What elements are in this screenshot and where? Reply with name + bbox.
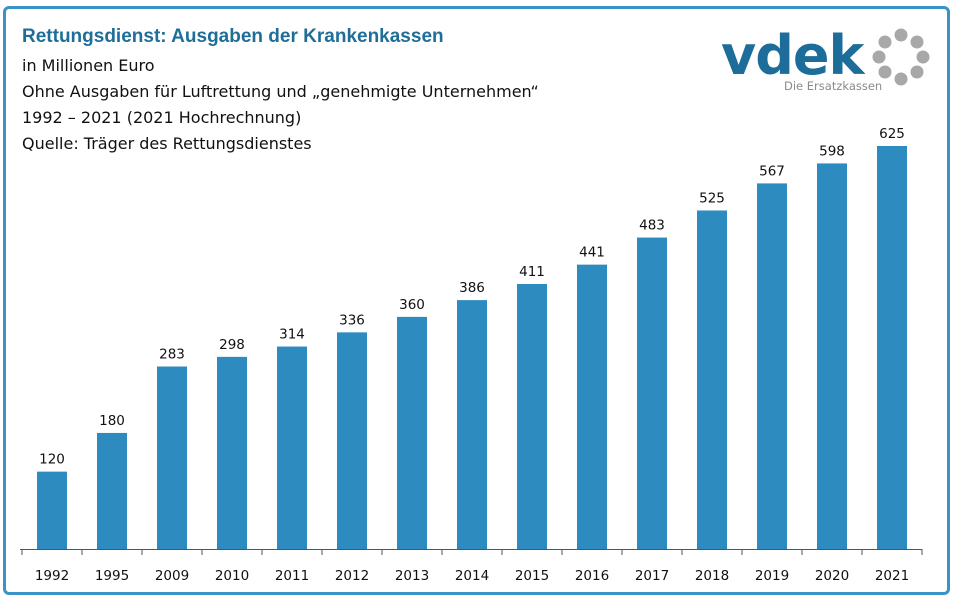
chart-subtitle-unit: in Millionen Euro — [22, 56, 155, 75]
data-label-2012: 336 — [339, 312, 365, 328]
x-tick-label-2020: 2020 — [815, 568, 849, 584]
x-tick-label-2012: 2012 — [335, 568, 369, 584]
bar-2011 — [277, 346, 307, 549]
data-label-2011: 314 — [279, 327, 305, 343]
logo-wordmark: vdek — [721, 24, 865, 87]
x-tick-label-2011: 2011 — [275, 568, 309, 584]
chart-header: Rettungsdienst: Ausgaben der Krankenkass… — [22, 26, 539, 157]
bar-2016 — [577, 264, 607, 549]
bar-series: 120 180 283 298 314 336 360 386 411 441 483 525 567 5… — [37, 126, 907, 550]
bar-2017 — [637, 237, 667, 550]
data-label-2020: 598 — [819, 143, 845, 159]
bar-2018 — [697, 210, 727, 550]
bar-2019 — [757, 183, 787, 549]
data-label-2021: 625 — [879, 126, 905, 142]
bar-2020 — [817, 163, 847, 549]
x-tick-label-2018: 2018 — [695, 568, 729, 584]
chart-subtitle-note: Ohne Ausgaben für Luftrettung und „geneh… — [22, 82, 539, 101]
x-tick-label-2010: 2010 — [215, 568, 249, 584]
chart-subtitle-period: 1992 – 2021 (2021 Hochrechnung) — [22, 108, 302, 127]
x-tick-label-2009: 2009 — [155, 568, 189, 584]
x-tick-label-2021: 2021 — [875, 568, 909, 584]
x-tick-label-1995: 1995 — [95, 568, 129, 584]
logo-tagline: Die Ersatzkassen — [784, 79, 882, 93]
data-label-2009: 283 — [159, 347, 185, 363]
bar-2009 — [157, 366, 187, 549]
bar-2013 — [397, 316, 427, 549]
x-tick-label-1992: 1992 — [35, 568, 69, 584]
data-label-2017: 483 — [639, 218, 665, 234]
bar-2010 — [217, 356, 247, 549]
chart-title: Rettungsdienst: Ausgaben der Krankenkass… — [22, 26, 444, 47]
data-label-2018: 525 — [699, 190, 725, 206]
chart-subtitle-source: Quelle: Träger des Rettungsdienstes — [22, 134, 312, 153]
bar-2014 — [457, 300, 487, 549]
x-tick-label-2016: 2016 — [575, 568, 609, 584]
bar-2015 — [517, 283, 547, 549]
vdek-logo: vdek Die Ersatzkassen — [721, 24, 930, 93]
x-tick-label-2015: 2015 — [515, 568, 549, 584]
data-label-2010: 298 — [219, 337, 245, 353]
x-tick-label-2014: 2014 — [455, 568, 489, 584]
bar-1995 — [97, 432, 127, 549]
data-label-2019: 567 — [759, 163, 785, 179]
bar-1992 — [37, 471, 67, 549]
data-label-2013: 360 — [399, 297, 425, 313]
data-label-2014: 386 — [459, 280, 485, 296]
data-label-1995: 180 — [99, 413, 125, 429]
x-tick-label-2013: 2013 — [395, 568, 429, 584]
data-label-2015: 411 — [519, 264, 545, 280]
data-label-1992: 120 — [39, 452, 65, 468]
x-tick-label-2017: 2017 — [635, 568, 669, 584]
bar-2012 — [337, 332, 367, 549]
x-tick-label-2019: 2019 — [755, 568, 789, 584]
x-axis-ticks: 1992 1995 2009 2010 2011 2012 2013 2014 2015 2016… — [21, 549, 923, 584]
logo-ring-icon — [872, 28, 930, 86]
bar-2021 — [877, 146, 907, 549]
data-label-2016: 441 — [579, 245, 605, 261]
